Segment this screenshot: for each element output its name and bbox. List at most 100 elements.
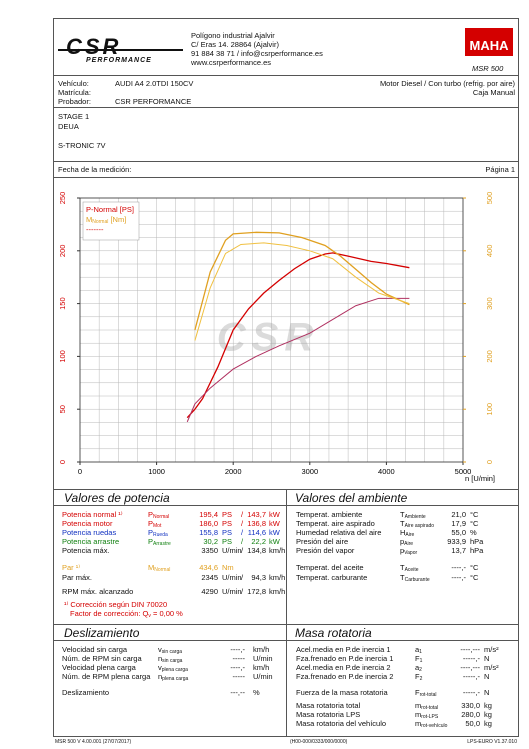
row-value: 17,9 <box>451 519 466 528</box>
row-unit: °C <box>470 563 479 572</box>
row-unit: kg <box>484 719 492 728</box>
row-symbol: PRueda <box>148 529 168 538</box>
symbol: v <box>158 645 162 654</box>
row-value: 22,2 <box>251 537 266 546</box>
row-symbol: nplena carga <box>158 673 188 682</box>
legend-text: M <box>86 215 92 224</box>
row-separator: / <box>241 528 244 537</box>
row-value: ----,--- <box>460 645 480 654</box>
symbol-index: plena carga <box>161 667 188 673</box>
row-unit: °C <box>470 519 479 528</box>
symbol: F <box>415 654 420 663</box>
row-symbol: a1 <box>415 646 422 655</box>
watermark: CSR <box>217 316 319 360</box>
legend-text: ------- <box>86 225 104 234</box>
logo: CSR <box>66 34 122 59</box>
row-label: Núm. de RPM plena carga <box>62 672 151 681</box>
row-value: 4290 <box>201 587 218 596</box>
row-label: Par ¹⁾ <box>62 563 81 572</box>
y2-tick-label: 200 <box>485 350 494 363</box>
row-unit: kW <box>269 528 280 537</box>
row-value: 172,8 <box>247 587 266 596</box>
x-tick-label: 1000 <box>148 467 165 476</box>
symbol-index: 2 <box>419 667 422 673</box>
symbol-index: Normal <box>154 567 171 573</box>
row-unit: U/min <box>222 546 242 555</box>
symbol: m <box>415 701 422 710</box>
brand-logo: MAHA <box>465 28 513 56</box>
symbol: P <box>148 510 154 519</box>
y2-tick-label: 0 <box>485 460 494 464</box>
row-label: Presión del vapor <box>296 546 355 555</box>
rule <box>53 161 519 162</box>
row-symbol: Frot-total <box>415 689 437 698</box>
symbol: F <box>415 688 420 697</box>
row-value: 21,0 <box>451 510 466 519</box>
row-label: Presión del aire <box>296 537 349 546</box>
row-symbol: PNormal <box>148 511 169 520</box>
row-label: Masa rotatoria LPS <box>296 710 361 719</box>
symbol-index: Aceite <box>404 567 419 573</box>
symbol: a <box>415 663 420 672</box>
row-label: Temperat. del aceite <box>296 563 364 572</box>
row-label: Velocidad plena carga <box>62 663 136 672</box>
row-value: ----,- <box>451 563 466 572</box>
footer: LPS-EURO V1.37.010 <box>467 739 517 745</box>
row-unit: hPa <box>470 537 484 546</box>
legend-text: [Nm] <box>108 215 126 224</box>
row-symbol: mrot-total <box>415 702 438 711</box>
symbol-index: Arrastre <box>153 541 171 547</box>
value: CSR PERFORMANCE <box>115 97 192 106</box>
row-value: ----,- <box>230 663 245 672</box>
value: Caja Manual <box>472 88 515 97</box>
row-unit: U/min <box>253 654 273 663</box>
row-symbol: mrot-vehículo <box>415 720 447 729</box>
row-symbol: HAire <box>400 529 414 538</box>
legend-entry: ------- <box>86 225 104 234</box>
row-unit: km/h <box>269 587 286 596</box>
row-label: Acel.media en P.de inercia 2 <box>296 663 391 672</box>
data-line <box>194 231 410 331</box>
row-unit: PS <box>222 510 233 519</box>
label: Factor de corrección: <box>70 609 141 618</box>
row-label: Fza.frenado en P.de inercia 2 <box>296 672 394 681</box>
y-tick-label: 100 <box>58 350 67 363</box>
row-value: -----,- <box>462 672 480 681</box>
model: MSR 500 <box>472 64 504 73</box>
symbol: Q <box>142 609 149 618</box>
y-tick-label: 200 <box>58 245 67 258</box>
section-title: Valores del ambiente <box>295 491 408 505</box>
row-value: -----,- <box>462 654 480 663</box>
row-value: 134,8 <box>247 546 266 555</box>
row-value: 136,8 <box>247 519 266 528</box>
section-title: Valores de potencia <box>64 491 170 505</box>
symbol-index: Normal <box>153 514 170 520</box>
symbol: P <box>148 537 154 546</box>
footer: MSR 500 V 4.00.001 (27/07/2017) <box>55 739 132 745</box>
symbol-index: Ambiente <box>404 514 426 520</box>
y2-tick-label: 500 <box>485 192 494 205</box>
section-title: Deslizamiento <box>64 626 140 640</box>
legend-text: P-Normal [PS] <box>86 205 134 214</box>
rule <box>53 75 519 76</box>
rule <box>53 177 519 178</box>
plot-frame <box>79 197 464 463</box>
row-label: Potencia ruedas <box>62 528 117 537</box>
row-label: Temperat. carburante <box>296 573 368 582</box>
row-value: 195,4 <box>199 510 218 519</box>
note: STAGE 1 <box>58 112 90 121</box>
row-label: Acel.media en P.de inercia 1 <box>296 645 391 654</box>
symbol: P <box>148 528 154 537</box>
symbol-index: 1 <box>419 649 422 655</box>
row-unit: U/min <box>222 587 242 596</box>
rule <box>53 107 519 108</box>
row-separator: / <box>241 573 244 582</box>
row-symbol: a2 <box>415 664 422 673</box>
label: Probador: <box>58 97 91 106</box>
address-line: www.csrperformance.es <box>191 58 272 67</box>
symbol: v <box>158 663 162 672</box>
symbol: T <box>400 563 405 572</box>
symbol-index: rot-total <box>419 692 437 698</box>
